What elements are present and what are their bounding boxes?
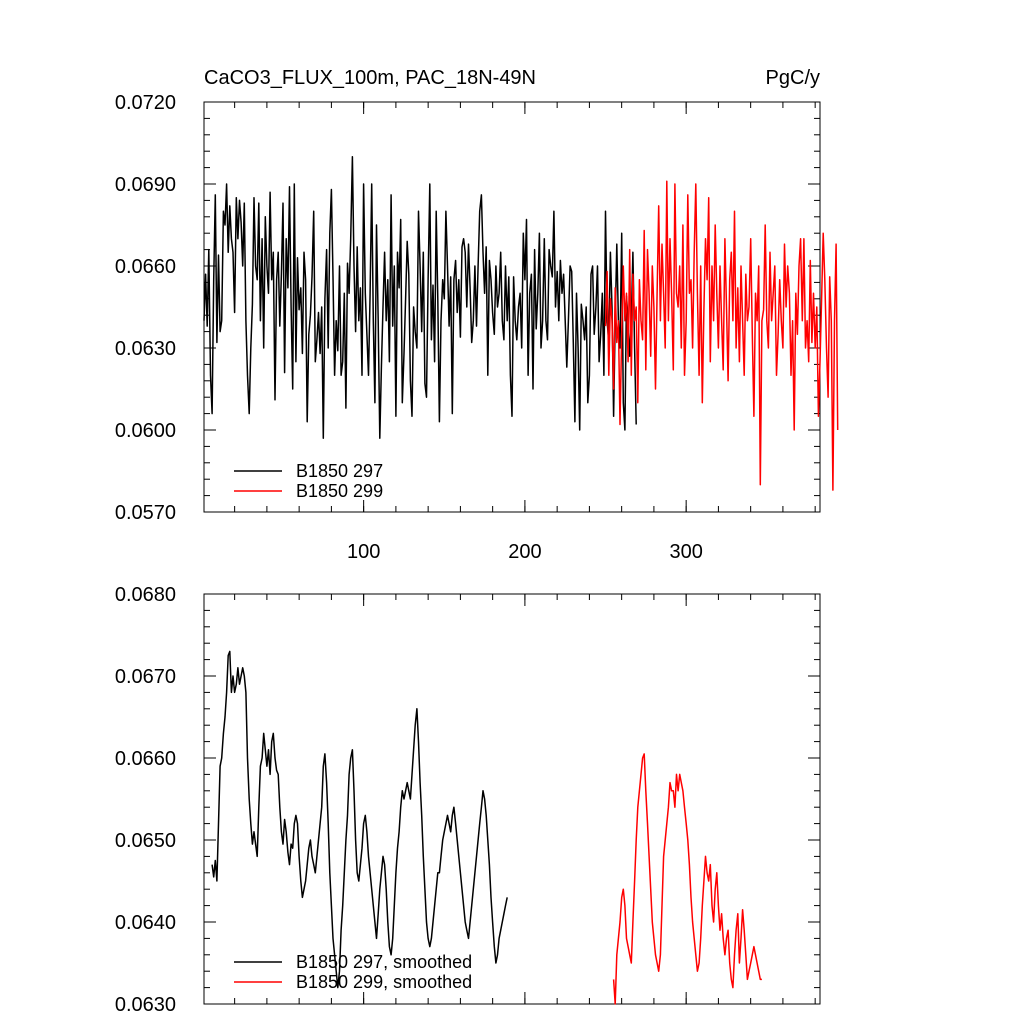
top-legend: B1850 297 B1850 299 xyxy=(234,461,383,501)
top-y-tick-label: 0.0570 xyxy=(115,502,176,524)
top-y-tick-label: 0.0690 xyxy=(115,174,176,196)
top-y-tick-label: 0.0660 xyxy=(115,256,176,278)
top-units: PgC/y xyxy=(766,67,820,89)
top-series-lines xyxy=(203,155,839,491)
top-panel: CaCO3_FLUX_100m, PAC_18N-49N PgC/y 0.057… xyxy=(115,67,839,563)
top-title: CaCO3_FLUX_100m, PAC_18N-49N xyxy=(204,67,536,89)
bottom-y-tick-label: 0.0680 xyxy=(115,584,176,606)
top-series-line-0 xyxy=(203,155,637,439)
bottom-y-tick-label: 0.0670 xyxy=(115,666,176,688)
bottom-legend: B1850 297, smoothed B1850 299, smoothed xyxy=(234,952,472,992)
bottom-legend-label-299: B1850 299, smoothed xyxy=(296,972,472,992)
top-x-tick-label: 300 xyxy=(669,541,702,563)
top-y-tick-label: 0.0630 xyxy=(115,338,176,360)
bottom-y-tick-label: 0.0660 xyxy=(115,748,176,770)
bottom-plot-frame xyxy=(203,593,821,1005)
top-ticks: 0.0570 0.0600 0.0630 0.0660 0.0690 0.0720 100 2… xyxy=(115,92,820,563)
bottom-series-line-1 xyxy=(612,753,762,1005)
bottom-y-tick-label: 0.0640 xyxy=(115,912,176,934)
bottom-y-tick-label: 0.0650 xyxy=(115,830,176,852)
top-x-tick-label: 200 xyxy=(508,541,541,563)
bottom-legend-label-297: B1850 297, smoothed xyxy=(296,952,472,972)
bottom-panel: 0.0630 0.0640 0.0650 0.0660 0.0670 0.0680 B18… xyxy=(115,584,821,1016)
bottom-ticks: 0.0630 0.0640 0.0650 0.0660 0.0670 0.0680 xyxy=(115,584,820,1016)
top-legend-label-297: B1850 297 xyxy=(296,461,383,481)
top-y-tick-label: 0.0720 xyxy=(115,92,176,114)
top-series-line-1 xyxy=(604,180,839,491)
bottom-series-lines xyxy=(211,650,762,1005)
top-x-tick-label: 100 xyxy=(347,541,380,563)
bottom-y-tick-label: 0.0630 xyxy=(115,994,176,1016)
top-y-tick-label: 0.0600 xyxy=(115,420,176,442)
top-legend-label-299: B1850 299 xyxy=(296,481,383,501)
bottom-series-line-0 xyxy=(211,650,508,989)
